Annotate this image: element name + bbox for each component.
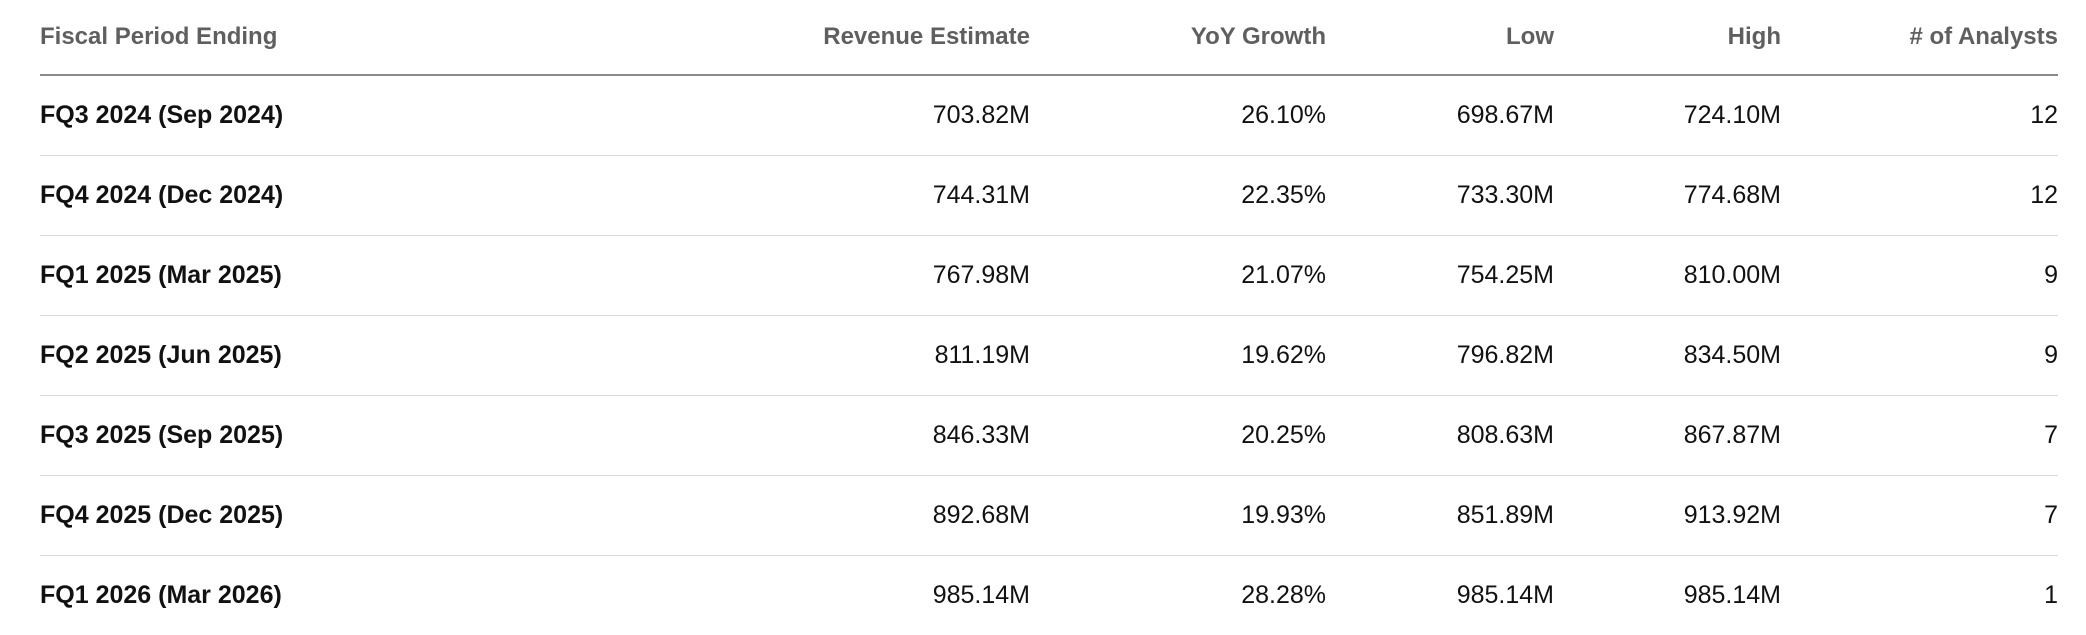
cell-yoy-growth: 28.28% <box>1030 556 1326 635</box>
header-yoy-growth[interactable]: YoY Growth <box>1030 0 1326 75</box>
cell-revenue-estimate: 703.82M <box>440 75 1030 156</box>
header-analysts[interactable]: # of Analysts <box>1781 0 2058 75</box>
cell-high: 985.14M <box>1554 556 1781 635</box>
cell-yoy-growth: 21.07% <box>1030 236 1326 316</box>
cell-yoy-growth: 26.10% <box>1030 75 1326 156</box>
header-row: Fiscal Period Ending Revenue Estimate Yo… <box>40 0 2058 75</box>
cell-analysts: 9 <box>1781 316 2058 396</box>
cell-high: 867.87M <box>1554 396 1781 476</box>
table-row: FQ1 2026 (Mar 2026) 985.14M 28.28% 985.1… <box>40 556 2058 635</box>
header-low[interactable]: Low <box>1326 0 1554 75</box>
cell-yoy-growth: 20.25% <box>1030 396 1326 476</box>
revenue-estimates-table-container: Fiscal Period Ending Revenue Estimate Yo… <box>40 0 2058 635</box>
header-high[interactable]: High <box>1554 0 1781 75</box>
cell-low: 733.30M <box>1326 156 1554 236</box>
cell-revenue-estimate: 811.19M <box>440 316 1030 396</box>
cell-low: 698.67M <box>1326 75 1554 156</box>
cell-low: 851.89M <box>1326 476 1554 556</box>
table-header: Fiscal Period Ending Revenue Estimate Yo… <box>40 0 2058 75</box>
cell-high: 810.00M <box>1554 236 1781 316</box>
table-row: FQ1 2025 (Mar 2025) 767.98M 21.07% 754.2… <box>40 236 2058 316</box>
cell-revenue-estimate: 985.14M <box>440 556 1030 635</box>
cell-revenue-estimate: 846.33M <box>440 396 1030 476</box>
header-revenue-estimate[interactable]: Revenue Estimate <box>440 0 1030 75</box>
cell-fiscal-period: FQ3 2025 (Sep 2025) <box>40 396 440 476</box>
cell-analysts: 1 <box>1781 556 2058 635</box>
cell-yoy-growth: 19.62% <box>1030 316 1326 396</box>
cell-low: 985.14M <box>1326 556 1554 635</box>
cell-high: 774.68M <box>1554 156 1781 236</box>
cell-revenue-estimate: 744.31M <box>440 156 1030 236</box>
cell-fiscal-period: FQ1 2026 (Mar 2026) <box>40 556 440 635</box>
cell-fiscal-period: FQ1 2025 (Mar 2025) <box>40 236 440 316</box>
cell-revenue-estimate: 767.98M <box>440 236 1030 316</box>
table-row: FQ2 2025 (Jun 2025) 811.19M 19.62% 796.8… <box>40 316 2058 396</box>
cell-analysts: 9 <box>1781 236 2058 316</box>
table-row: FQ3 2025 (Sep 2025) 846.33M 20.25% 808.6… <box>40 396 2058 476</box>
cell-fiscal-period: FQ4 2025 (Dec 2025) <box>40 476 440 556</box>
cell-analysts: 12 <box>1781 75 2058 156</box>
cell-high: 913.92M <box>1554 476 1781 556</box>
cell-yoy-growth: 19.93% <box>1030 476 1326 556</box>
cell-fiscal-period: FQ2 2025 (Jun 2025) <box>40 316 440 396</box>
table-row: FQ4 2024 (Dec 2024) 744.31M 22.35% 733.3… <box>40 156 2058 236</box>
cell-low: 796.82M <box>1326 316 1554 396</box>
cell-analysts: 12 <box>1781 156 2058 236</box>
cell-revenue-estimate: 892.68M <box>440 476 1030 556</box>
cell-high: 834.50M <box>1554 316 1781 396</box>
table-body: FQ3 2024 (Sep 2024) 703.82M 26.10% 698.6… <box>40 75 2058 635</box>
cell-high: 724.10M <box>1554 75 1781 156</box>
cell-low: 754.25M <box>1326 236 1554 316</box>
cell-fiscal-period: FQ4 2024 (Dec 2024) <box>40 156 440 236</box>
cell-analysts: 7 <box>1781 396 2058 476</box>
cell-yoy-growth: 22.35% <box>1030 156 1326 236</box>
table-row: FQ3 2024 (Sep 2024) 703.82M 26.10% 698.6… <box>40 75 2058 156</box>
revenue-estimates-table: Fiscal Period Ending Revenue Estimate Yo… <box>40 0 2058 635</box>
cell-fiscal-period: FQ3 2024 (Sep 2024) <box>40 75 440 156</box>
table-row: FQ4 2025 (Dec 2025) 892.68M 19.93% 851.8… <box>40 476 2058 556</box>
header-fiscal-period[interactable]: Fiscal Period Ending <box>40 0 440 75</box>
cell-analysts: 7 <box>1781 476 2058 556</box>
cell-low: 808.63M <box>1326 396 1554 476</box>
